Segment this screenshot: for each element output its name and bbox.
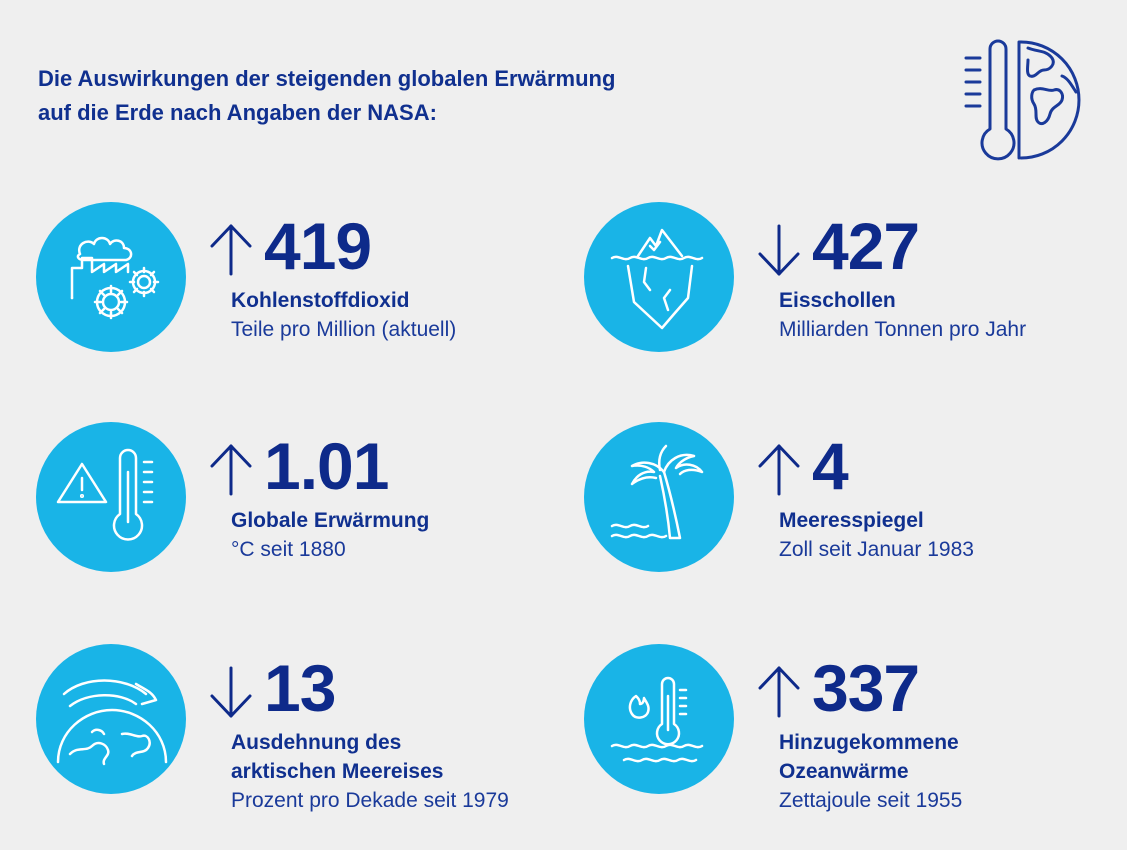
stat-warming: 1.01 Globale Erwärmung °C seit 1880 xyxy=(36,422,536,592)
stat-label-line-1: Meeresspiegel xyxy=(779,509,924,532)
stat-icon-circle xyxy=(584,422,734,572)
stat-label-line-1: Ausdehnung des xyxy=(231,731,402,754)
stat-subtitle: Prozent pro Dekade seit 1979 xyxy=(231,789,509,812)
arrow-up-icon xyxy=(758,444,800,496)
arrow-up-icon xyxy=(210,224,252,276)
stat-subtitle: °C seit 1880 xyxy=(231,538,346,561)
stat-icon-circle xyxy=(36,644,186,794)
stat-value: 13 xyxy=(264,651,336,725)
stat-label-line-1: Eisschollen xyxy=(779,289,896,312)
stat-sea-level: 4 Meeresspiegel Zoll seit Januar 1983 xyxy=(584,422,1084,592)
stat-value: 337 xyxy=(812,651,920,725)
arrow-up-icon xyxy=(758,666,800,718)
stat-value: 4 xyxy=(812,429,849,503)
stat-co2: 419 Kohlenstoffdioxid Teile pro Million … xyxy=(36,202,536,372)
stat-label-line-1: Hinzugekommene xyxy=(779,731,959,754)
page-title: Die Auswirkungen der steigenden globalen… xyxy=(38,62,798,130)
stat-label: Kohlenstoffdioxid Teile pro Million (akt… xyxy=(231,286,456,344)
stat-icon-circle xyxy=(584,202,734,352)
stat-subtitle: Milliarden Tonnen pro Jahr xyxy=(779,318,1027,341)
stat-label-line-1: Globale Erwärmung xyxy=(231,509,430,532)
stat-value: 1.01 xyxy=(264,429,389,503)
warning-thermometer-icon xyxy=(56,448,154,541)
factory-gears-icon xyxy=(70,236,160,320)
stat-subtitle: Zettajoule seit 1955 xyxy=(779,789,963,812)
stat-label: Ausdehnung des arktischen Meereises Proz… xyxy=(231,728,509,815)
thermometer-globe-icon xyxy=(964,39,1081,161)
stat-label: Hinzugekommene Ozeanwärme Zettajoule sei… xyxy=(779,728,962,815)
palm-tree-waves-icon xyxy=(610,444,704,540)
title-line-2: auf die Erde nach Angaben der NASA: xyxy=(38,100,437,125)
stat-label-line-2: arktischen Meereises xyxy=(231,760,444,783)
arrow-down-icon xyxy=(210,666,252,718)
stat-ocean-heat: 337 Hinzugekommene Ozeanwärme Zettajoule… xyxy=(584,644,1084,814)
stat-label-line-1: Kohlenstoffdioxid xyxy=(231,289,410,312)
ocean-heat-icon xyxy=(610,676,704,763)
stat-label: Eisschollen Milliarden Tonnen pro Jahr xyxy=(779,286,1026,344)
stat-arctic-ice: 13 Ausdehnung des arktischen Meereises P… xyxy=(36,644,536,814)
stat-value: 419 xyxy=(264,209,372,283)
stat-ice: 427 Eisschollen Milliarden Tonnen pro Ja… xyxy=(584,202,1084,372)
stat-icon-circle xyxy=(584,644,734,794)
iceberg-icon xyxy=(610,228,704,330)
arrow-up-icon xyxy=(210,444,252,496)
stat-label: Globale Erwärmung °C seit 1880 xyxy=(231,506,429,564)
stat-label-line-2: Ozeanwärme xyxy=(779,760,909,783)
stat-label: Meeresspiegel Zoll seit Januar 1983 xyxy=(779,506,974,564)
stat-subtitle: Teile pro Million (aktuell) xyxy=(231,318,457,341)
globe-arrow-icon xyxy=(56,679,168,766)
stat-subtitle: Zoll seit Januar 1983 xyxy=(779,538,974,561)
stat-icon-circle xyxy=(36,202,186,352)
stat-icon-circle xyxy=(36,422,186,572)
stat-value: 427 xyxy=(812,209,920,283)
arrow-down-icon xyxy=(758,224,800,276)
title-line-1: Die Auswirkungen der steigenden globalen… xyxy=(38,66,616,91)
